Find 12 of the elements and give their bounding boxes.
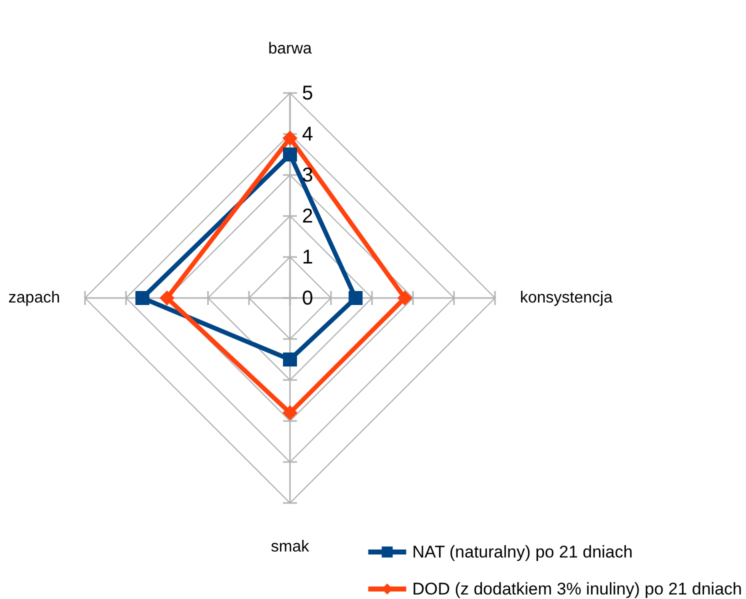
y-tick-label: 1 bbox=[302, 246, 314, 268]
spoke-label: smak bbox=[270, 538, 310, 556]
legend-label: NAT (naturalny) po 21 dniach bbox=[412, 542, 633, 562]
spoke-label: barwa bbox=[268, 40, 312, 58]
y-tick-label: 4 bbox=[302, 123, 314, 146]
spoke-label: konsystencja bbox=[520, 290, 613, 306]
y-tick-label: 3 bbox=[302, 164, 314, 186]
legend-label: DOD (z dodatkiem 3% inuliny) po 21 dniach bbox=[412, 580, 742, 598]
spoke-label: zapach bbox=[8, 290, 60, 306]
y-tick-label: 5 bbox=[302, 82, 314, 104]
y-tick-label: 0 bbox=[302, 287, 314, 310]
y-tick-label: 2 bbox=[302, 205, 314, 228]
